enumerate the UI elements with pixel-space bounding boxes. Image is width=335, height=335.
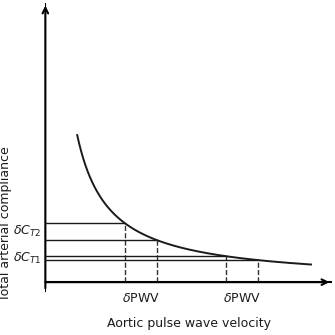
Text: Aortic pulse wave velocity: Aortic pulse wave velocity <box>107 318 271 330</box>
Text: $\delta C_{T2}$: $\delta C_{T2}$ <box>13 224 41 239</box>
Text: $\delta$PWV: $\delta$PWV <box>223 292 261 306</box>
Text: Total arterial compliance: Total arterial compliance <box>0 146 12 301</box>
Text: $\delta$PWV: $\delta$PWV <box>122 292 160 306</box>
Text: $\delta C_{T1}$: $\delta C_{T1}$ <box>13 251 41 266</box>
